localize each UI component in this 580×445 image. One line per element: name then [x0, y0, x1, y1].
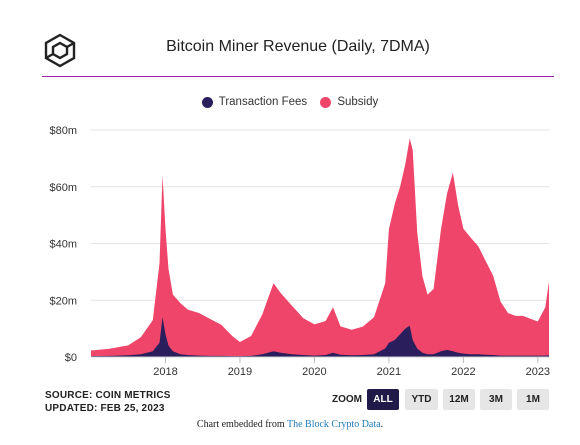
x-tick-label: 2018 [153, 366, 177, 378]
chart-header: Bitcoin Miner Revenue (Daily, 7DMA) [42, 28, 554, 77]
zoom-3m-button[interactable]: 3M [480, 389, 512, 410]
y-tick-label: $60m [49, 182, 77, 194]
legend-item-subsidy[interactable]: Subsidy [320, 96, 378, 108]
series-area-subsidy [91, 138, 549, 357]
source-text: SOURCE: COIN METRICS [45, 390, 171, 401]
x-tick-label: 2019 [228, 366, 252, 378]
zoom-1m-button[interactable]: 1M [517, 389, 549, 410]
y-tick-label: $80m [49, 125, 77, 137]
chart-legend: Transaction Fees Subsidy [0, 96, 580, 111]
x-tick-label: 2023 [526, 366, 550, 378]
chart-title: Bitcoin Miner Revenue (Daily, 7DMA) [166, 38, 430, 55]
y-tick-label: $40m [49, 239, 77, 251]
x-tick-label: 2022 [451, 366, 475, 378]
legend-label-fees: Transaction Fees [218, 96, 308, 108]
zoom-12m-button[interactable]: 12M [443, 389, 475, 410]
legend-label-subsidy: Subsidy [337, 96, 379, 108]
y-tick-label: $0 [65, 352, 77, 364]
legend-item-fees[interactable]: Transaction Fees [201, 96, 308, 108]
source-block: SOURCE: COIN METRICS UPDATED: FEB 25, 20… [45, 389, 171, 415]
cube-logo-icon [44, 33, 76, 68]
x-tick-label: 2021 [377, 366, 401, 378]
zoom-label: ZOOM [332, 394, 362, 405]
zoom-all-button[interactable]: ALL [367, 389, 399, 410]
legend-marker-fees [201, 96, 213, 108]
embed-note: Chart embedded from The Block Crypto Dat… [0, 419, 580, 430]
updated-text: UPDATED: FEB 25, 2023 [45, 403, 165, 414]
x-tick-label: 2020 [302, 366, 326, 378]
zoom-ytd-button[interactable]: YTD [405, 389, 438, 410]
legend-marker-subsidy [320, 96, 332, 108]
embed-prefix: Chart embedded from [196, 419, 287, 430]
embed-suffix: . [380, 419, 384, 430]
y-tick-label: $20m [49, 295, 77, 307]
embed-link[interactable]: The Block Crypto Data [286, 419, 381, 430]
